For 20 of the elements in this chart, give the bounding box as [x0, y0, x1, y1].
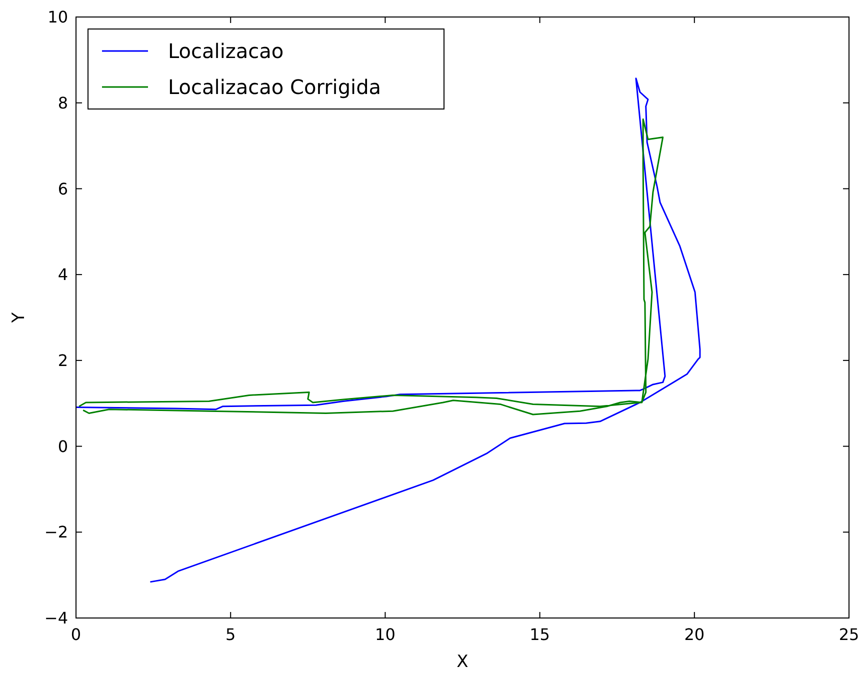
legend-label: Localizacao Corrigida [168, 75, 382, 99]
x-tick-label: 10 [375, 625, 396, 644]
x-tick-label: 25 [838, 625, 860, 644]
y-tick-label: −4 [44, 608, 68, 628]
y-axis-title: Y [9, 312, 29, 324]
x-axis-title: X [456, 652, 469, 672]
y-tick-label: 4 [58, 265, 68, 284]
y-tick-label: 2 [58, 351, 68, 370]
x-tick-label: 15 [530, 625, 550, 644]
x-tick-label: 5 [226, 625, 236, 644]
x-tick-label: 0 [70, 625, 82, 644]
line-series [75, 78, 701, 583]
y-tick-label: 8 [58, 93, 68, 112]
legend-label: Localizacao [168, 39, 284, 63]
line-series [78, 118, 664, 416]
y-tick-label: 10 [48, 8, 68, 27]
y-tick-label: 0 [58, 436, 68, 456]
y-tick-label: −2 [44, 522, 68, 542]
x-tick-label: 20 [684, 625, 705, 644]
y-tick-label: 6 [58, 179, 68, 198]
